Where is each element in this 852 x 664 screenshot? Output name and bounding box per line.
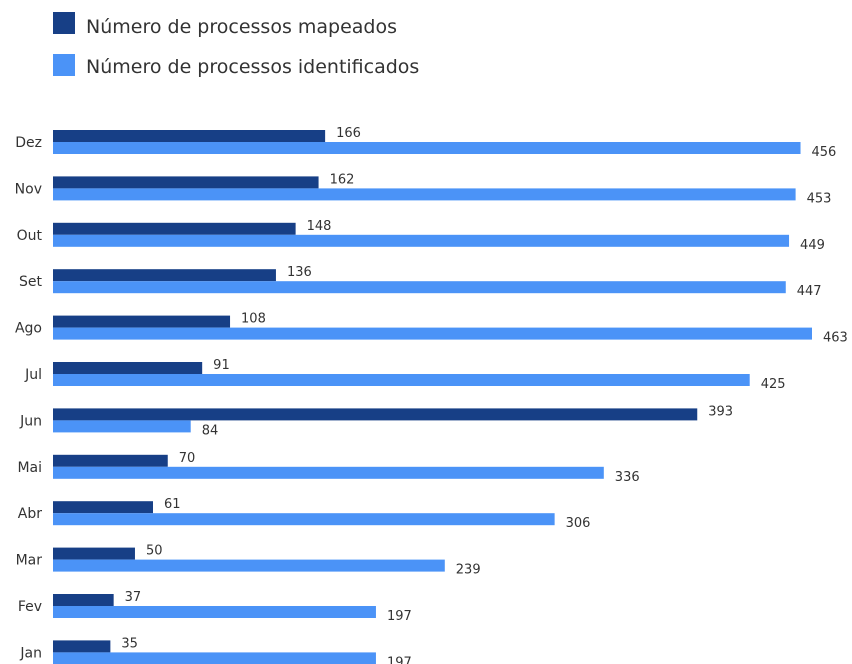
- data-label-identificados: 449: [800, 238, 825, 253]
- bar-mapeados: [53, 130, 326, 142]
- data-label-identificados: 84: [202, 423, 219, 438]
- data-label-identificados: 425: [761, 377, 786, 392]
- bar-mapeados: [53, 315, 231, 328]
- bar-mapeados: [53, 408, 698, 421]
- bar-mapeados: [53, 176, 319, 189]
- data-label-mapeados: 136: [287, 265, 312, 280]
- bar-identificados: [53, 559, 445, 572]
- bar-mapeados: [53, 501, 153, 514]
- bar-identificados: [53, 234, 790, 247]
- data-label-mapeados: 162: [330, 172, 355, 187]
- data-label-mapeados: 37: [125, 590, 142, 605]
- data-label-mapeados: 148: [307, 219, 332, 234]
- bar-identificados: [53, 327, 812, 340]
- bar-identificados: [53, 281, 786, 294]
- y-tick-label: Out: [17, 228, 43, 244]
- y-tick-label: Jun: [19, 413, 42, 429]
- data-label-identificados: 197: [387, 609, 412, 624]
- y-tick-label: Jan: [19, 645, 42, 661]
- data-label-mapeados: 35: [121, 636, 138, 651]
- data-label-mapeados: 166: [336, 126, 361, 141]
- legend: Número de processos mapeados Número de p…: [53, 12, 419, 78]
- bar-identificados: [53, 420, 191, 433]
- value-labels: 166 456 162 453 148 449 136 447 108 463 91 425 393 84…: [121, 126, 847, 664]
- data-label-mapeados: 70: [179, 451, 196, 466]
- bar-identificados: [53, 466, 604, 479]
- data-label-mapeados: 50: [146, 544, 163, 559]
- y-tick-label: Dez: [15, 135, 42, 151]
- y-tick-label: Ago: [15, 321, 42, 337]
- bar-identificados: [53, 513, 555, 526]
- bar-mapeados: [53, 222, 296, 235]
- y-axis: Dez Nov Out Set Ago Jul Jun Mai Abr Mar Fev Jan: [15, 135, 43, 661]
- bar-mapeados: [53, 547, 135, 560]
- legend-swatch-mapeados: [53, 12, 75, 34]
- bar-mapeados: [53, 362, 203, 374]
- data-label-mapeados: 91: [213, 358, 230, 373]
- data-label-identificados: 463: [823, 331, 848, 346]
- data-label-identificados: 239: [456, 563, 481, 578]
- y-tick-label: Mai: [17, 460, 42, 476]
- bar-identificados: [53, 652, 376, 664]
- y-tick-label: Set: [19, 274, 43, 290]
- data-label-identificados: 306: [566, 516, 591, 531]
- y-tick-label: Jul: [24, 367, 42, 383]
- data-label-identificados: 447: [797, 284, 822, 299]
- data-label-identificados: 456: [812, 145, 837, 160]
- bar-identificados: [53, 374, 750, 386]
- bar-identificados: [53, 142, 801, 154]
- bars: [53, 130, 812, 664]
- bar-identificados: [53, 606, 376, 618]
- data-label-identificados: 453: [807, 191, 832, 206]
- data-label-identificados: 336: [615, 470, 640, 485]
- bar-identificados: [53, 188, 796, 201]
- y-tick-label: Abr: [18, 506, 42, 522]
- bar-mapeados: [53, 640, 111, 653]
- legend-label-mapeados: Número de processos mapeados: [86, 16, 397, 38]
- bar-mapeados: [53, 454, 168, 467]
- data-label-mapeados: 108: [241, 312, 266, 327]
- y-tick-label: Fev: [18, 599, 42, 615]
- bar-mapeados: [53, 269, 276, 282]
- data-label-mapeados: 61: [164, 497, 181, 512]
- bar-mapeados: [53, 594, 114, 606]
- y-tick-label: Mar: [16, 553, 43, 569]
- data-label-mapeados: 393: [708, 404, 733, 419]
- legend-swatch-identificados: [53, 54, 75, 76]
- legend-label-identificados: Número de processos identificados: [86, 56, 419, 78]
- data-label-identificados: 197: [387, 655, 412, 664]
- y-tick-label: Nov: [15, 181, 42, 197]
